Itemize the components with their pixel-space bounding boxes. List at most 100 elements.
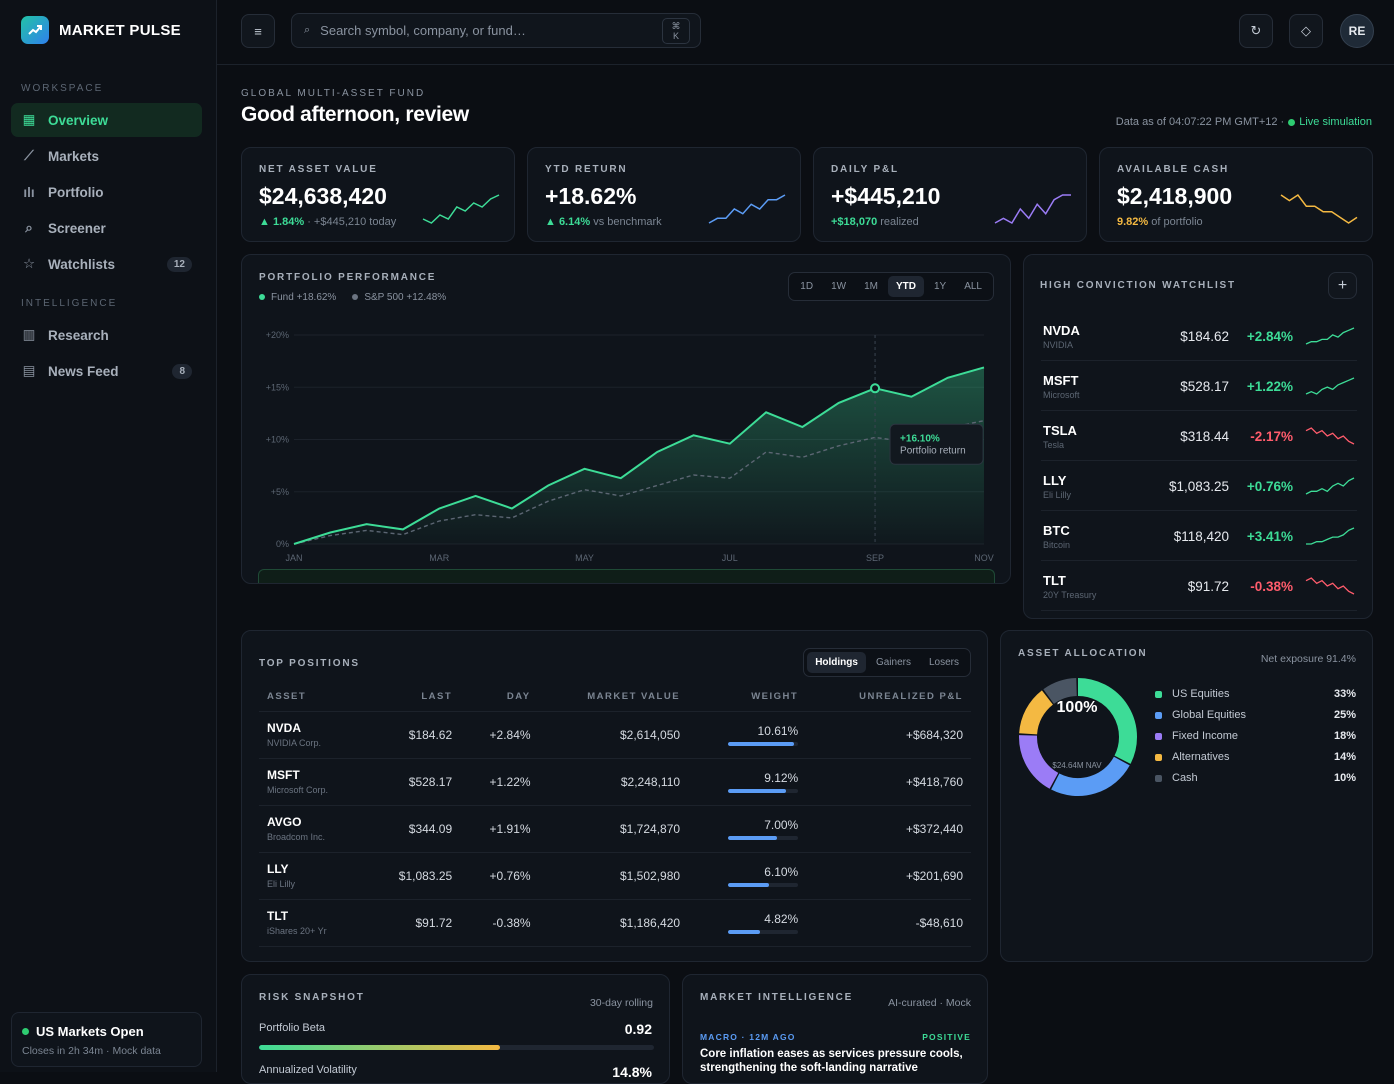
- fund-area: [294, 367, 984, 544]
- y-tick-label: +10%: [266, 435, 289, 445]
- command-key-icon: ⌘: [671, 21, 681, 31]
- range-1w[interactable]: 1W: [831, 281, 847, 292]
- sidebar-item-watchlists[interactable]: ☆ Watchlists 12: [11, 247, 202, 281]
- column-header[interactable]: UNREALIZED P&L: [806, 683, 971, 712]
- x-tick-label: JUL: [722, 553, 738, 563]
- volatility-label: Annualized Volatility: [259, 1064, 357, 1076]
- positions-card: TOP POSITIONS Holdings Gainers Losers AS…: [241, 630, 988, 962]
- watchlist-row[interactable]: LLY Eli Lilly $1,083.25 +0.76%: [1041, 461, 1357, 511]
- donut-slice[interactable]: [1077, 678, 1137, 764]
- bar-chart-icon: ılı: [23, 184, 35, 200]
- sidebar-item-portfolio[interactable]: ılı Portfolio: [11, 175, 202, 209]
- column-header[interactable]: LAST: [364, 683, 461, 712]
- allocation-pct: 10%: [1333, 772, 1356, 784]
- range-ytd[interactable]: YTD: [887, 276, 924, 297]
- donut-slice[interactable]: [1019, 690, 1054, 735]
- position-pnl: +$372,440: [806, 805, 971, 853]
- sidebar-item-screener[interactable]: ⌕ Screener: [11, 211, 202, 245]
- column-header[interactable]: DAY: [460, 683, 539, 712]
- menu-button[interactable]: ≡: [241, 14, 275, 48]
- table-row[interactable]: NVDA NVIDIA Corp. $184.62 +2.84% $2,614,0…: [259, 711, 971, 759]
- refresh-icon: ↻: [1250, 23, 1262, 38]
- x-tick-label: MAY: [575, 553, 594, 563]
- position-name: Microsoft Corp.: [267, 785, 329, 795]
- table-row[interactable]: AVGO Broadcom Inc. $344.09 +1.91% $1,724,…: [259, 805, 971, 853]
- add-watchlist-button[interactable]: +: [1328, 272, 1357, 299]
- bar-chart-icon: ▥: [22, 327, 36, 342]
- donut-slice[interactable]: [1043, 678, 1078, 705]
- range-1m[interactable]: 1M: [864, 281, 878, 292]
- position-name: NVIDIA Corp.: [267, 738, 322, 748]
- position-name: Eli Lilly: [267, 879, 296, 889]
- column-header[interactable]: ASSET: [259, 683, 365, 712]
- sidebar-item-overview[interactable]: ▦ Overview: [11, 103, 202, 137]
- performance-chart[interactable]: 0% +5% +10% +15% +20% JAN MAR MAY JUL SEP NOV +16.1…: [256, 327, 996, 577]
- legend-swatch: [1155, 774, 1162, 782]
- position-weight: 9.12%: [764, 770, 799, 785]
- live-label: Live simulation: [1299, 116, 1372, 128]
- watchlist-row[interactable]: BTC Bitcoin $118,420 +3.41%: [1041, 511, 1357, 561]
- sidebar-item-research[interactable]: ▥ Research: [11, 318, 202, 352]
- range-all[interactable]: ALL: [964, 281, 982, 292]
- search-bar[interactable]: ⌕ ⌘K: [291, 13, 701, 48]
- fund-line[interactable]: [293, 366, 985, 545]
- watch-sparkline: [1305, 377, 1355, 395]
- theme-button[interactable]: ◇: [1289, 14, 1323, 48]
- column-header[interactable]: MARKET VALUE: [538, 683, 689, 712]
- weight-bar: [728, 929, 799, 934]
- page-title: Good afternoon, review: [241, 103, 469, 126]
- allocation-row[interactable]: US Equities 33%: [1155, 688, 1356, 700]
- donut-slice[interactable]: [1051, 756, 1130, 796]
- column-header[interactable]: WEIGHT: [688, 683, 807, 712]
- brand[interactable]: MARKET PULSE: [21, 16, 181, 44]
- positions-title: TOP POSITIONS: [259, 658, 360, 669]
- refresh-button[interactable]: ↻: [1239, 14, 1273, 48]
- legend-swatch: [1155, 711, 1162, 719]
- allocation-row[interactable]: Global Equities 25%: [1155, 709, 1356, 721]
- kpi-card-cash: AVAILABLE CASH $2,418,900 9.82% of portf…: [1099, 147, 1373, 242]
- allocation-pct: 25%: [1333, 709, 1356, 721]
- legend-benchmark: S&P 500 +12.48%: [352, 292, 446, 303]
- allocation-row[interactable]: Alternatives 14%: [1155, 751, 1356, 763]
- allocation-card: ASSET ALLOCATION Net exposure 91.4% 100%…: [1000, 630, 1373, 962]
- allocation-pct: 33%: [1333, 688, 1356, 700]
- watchlist-row[interactable]: MSFT Microsoft $528.17 +1.22%: [1041, 361, 1357, 411]
- intel-headline[interactable]: Core inflation eases as services pressur…: [700, 1048, 963, 1074]
- watch-symbol: TSLA: [1043, 423, 1077, 438]
- range-1d[interactable]: 1D: [800, 281, 814, 292]
- watch-price: $118,420: [1173, 529, 1229, 544]
- sidebar-item-news-feed[interactable]: ▤ News Feed 8: [11, 354, 202, 388]
- range-1y[interactable]: 1Y: [933, 281, 947, 292]
- count-badge: 8: [172, 363, 192, 379]
- watch-name: Microsoft: [1043, 390, 1080, 400]
- search-input[interactable]: [320, 23, 641, 38]
- sidebar-item-markets[interactable]: ⟋ Markets: [11, 139, 202, 173]
- watchlist-row[interactable]: TLT 20Y Treasury $91.72 -0.38%: [1041, 561, 1357, 611]
- allocation-row[interactable]: Cash 10%: [1155, 772, 1356, 784]
- position-day: +1.22%: [460, 758, 539, 806]
- allocation-row[interactable]: Fixed Income 18%: [1155, 730, 1356, 742]
- sidebar-item-label: Research: [48, 327, 109, 343]
- donut-slice[interactable]: [1019, 735, 1059, 789]
- table-row[interactable]: MSFT Microsoft Corp. $528.17 +1.22% $2,24…: [259, 758, 971, 806]
- watch-name: 20Y Treasury: [1043, 590, 1097, 600]
- tab-losers[interactable]: Losers: [928, 657, 959, 668]
- position-symbol: NVDA: [267, 721, 302, 735]
- avatar[interactable]: RE: [1340, 14, 1374, 48]
- weight-bar: [728, 835, 799, 840]
- table-row[interactable]: TLT iShares 20+ Yr $91.72 -0.38% $1,186,4…: [259, 899, 971, 947]
- allocation-donut[interactable]: [1016, 675, 1140, 799]
- position-day: -0.38%: [460, 899, 539, 947]
- position-market-value: $1,502,980: [538, 852, 689, 900]
- tab-gainers[interactable]: Gainers: [875, 657, 911, 668]
- kpi-delta: +$18,070: [831, 216, 878, 228]
- watchlist-row[interactable]: TSLA Tesla $318.44 -2.17%: [1041, 411, 1357, 461]
- tab-holdings[interactable]: Holdings: [807, 652, 866, 673]
- sparkline-path: [1305, 427, 1355, 445]
- intel-meta: MACRO · 12M AGO: [700, 1032, 796, 1042]
- watchlist-row[interactable]: NVDA NVIDIA $184.62 +2.84%: [1041, 311, 1357, 361]
- positions-tabs: Holdings Gainers Losers: [803, 648, 971, 677]
- performance-title: PORTFOLIO PERFORMANCE: [259, 272, 437, 283]
- highlight-point[interactable]: [870, 383, 881, 394]
- table-row[interactable]: LLY Eli Lilly $1,083.25 +0.76% $1,502,980…: [259, 852, 971, 900]
